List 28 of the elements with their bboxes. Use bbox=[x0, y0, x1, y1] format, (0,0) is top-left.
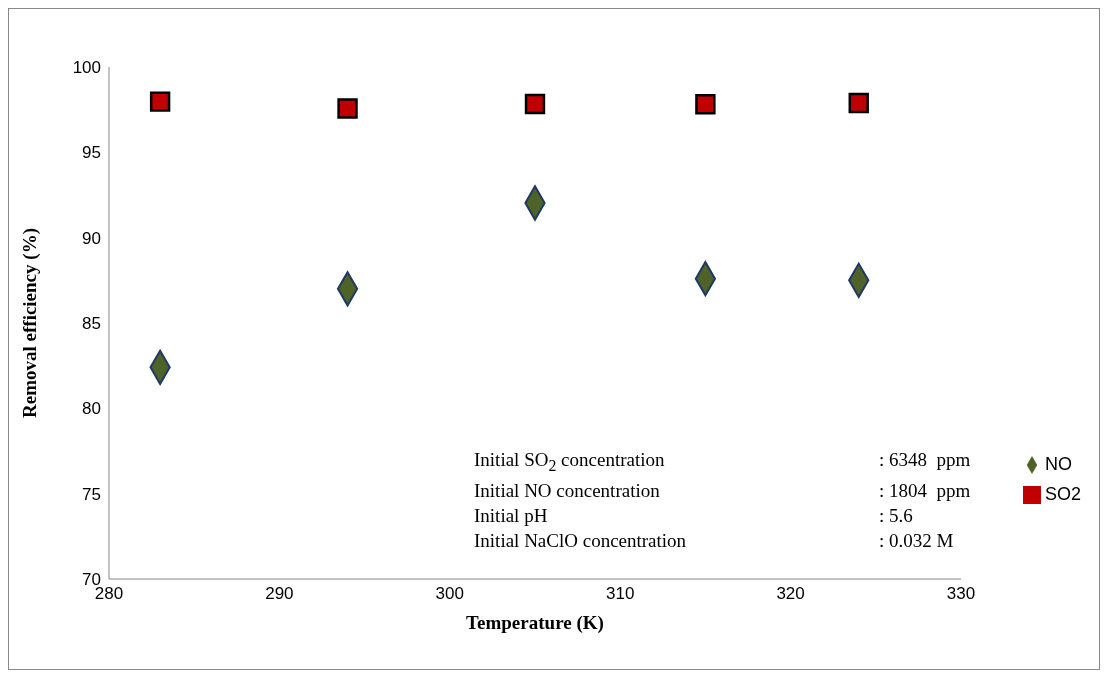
y-tick-label: 75 bbox=[82, 484, 101, 504]
y-tick-label: 80 bbox=[82, 399, 101, 419]
y-tick-label: 85 bbox=[82, 314, 101, 334]
x-tick-label: 300 bbox=[435, 584, 464, 604]
y-tick-label: 95 bbox=[82, 143, 101, 163]
annotation: : 1804 ppm bbox=[879, 478, 971, 503]
annotation: Initial NO concentration bbox=[474, 478, 661, 503]
point bbox=[337, 98, 358, 119]
annotation: : 6348 ppm bbox=[879, 448, 971, 472]
x-tick-label: 320 bbox=[776, 584, 805, 604]
legend-label: SO2 bbox=[1044, 484, 1081, 504]
y-tick-label: 90 bbox=[82, 228, 101, 248]
annotation: Initial SO$_{2}$ concentration bbox=[474, 448, 666, 476]
x-tick-label: 330 bbox=[946, 584, 976, 604]
annotation: : 0.032 M bbox=[879, 528, 954, 553]
point bbox=[149, 91, 171, 112]
point bbox=[524, 93, 546, 115]
annotation: Initial NaClO concentration bbox=[474, 528, 688, 553]
y-axis-title: Removal efficiency (%) bbox=[18, 228, 41, 418]
annotation: Initial pH bbox=[474, 503, 549, 528]
point bbox=[695, 94, 716, 115]
annotation: : 5.6 bbox=[879, 503, 913, 528]
x-axis-title: Temperature (K) bbox=[466, 612, 604, 634]
x-tick-label: 290 bbox=[265, 584, 294, 604]
point bbox=[848, 92, 869, 114]
y-tick-label: 100 bbox=[72, 58, 101, 78]
x-tick-label: 310 bbox=[605, 584, 635, 604]
legend-label: NO bbox=[1044, 454, 1072, 474]
